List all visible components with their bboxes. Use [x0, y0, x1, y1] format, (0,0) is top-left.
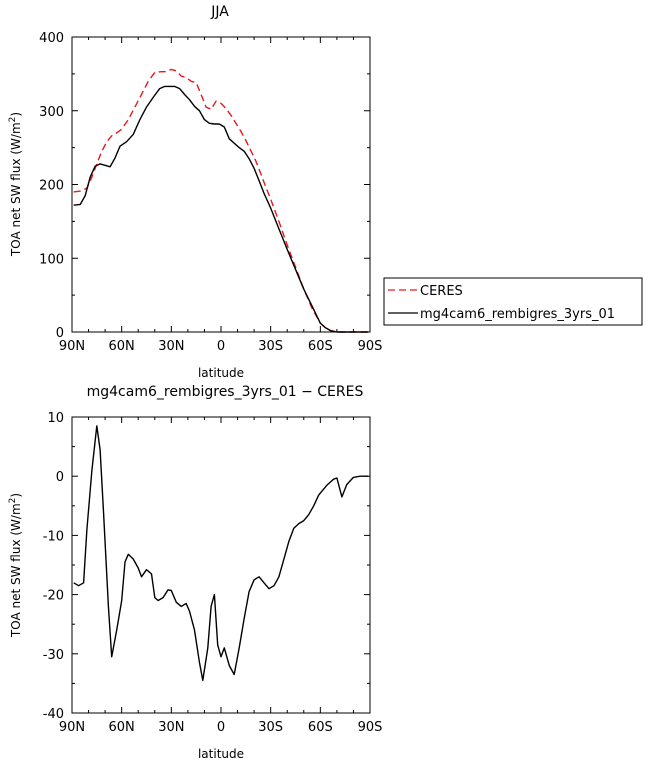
bottom-y-tick-label: 10 [47, 411, 64, 426]
bottom-series-lines [73, 425, 369, 682]
top-series-line-1 [73, 85, 369, 333]
top-panel-title: JJA [210, 4, 229, 20]
top-y-tick-label: 0 [56, 326, 64, 341]
bottom-y-tick-label: 0 [56, 470, 64, 485]
legend-box [383, 277, 643, 326]
top-x-axis-title: latitude [198, 366, 244, 380]
bottom-x-tick-label: 30N [158, 720, 184, 735]
bottom-plot-frame [71, 416, 371, 714]
bottom-y-axis-title: TOA net SW flux (W/m2) [8, 493, 23, 638]
top-x-tick-label: 30S [258, 339, 283, 354]
bottom-x-axis-title: latitude [198, 747, 244, 761]
bottom-panel: mg4cam6_rembigres_3yrs_01 − CERES 90N 60N… [8, 384, 382, 761]
top-y-axis-title: TOA net SW flux (W/m2) [8, 112, 23, 257]
legend-label-model: mg4cam6_rembigres_3yrs_01 [420, 307, 615, 322]
bottom-x-tick-label: 60S [308, 720, 333, 735]
top-y-tick-label: 300 [39, 105, 64, 120]
top-x-tick-label: 60S [308, 339, 333, 354]
bottom-x-tick-label: 0 [217, 720, 225, 735]
bottom-y-tick-label: -20 [43, 589, 64, 604]
bottom-x-tick-label: 90N [59, 720, 85, 735]
top-y-tick-label: 400 [39, 31, 64, 46]
bottom-x-tick-label: 30S [258, 720, 283, 735]
top-y-tick-label: 200 [39, 179, 64, 194]
bottom-y-tick-label: -40 [43, 707, 64, 722]
top-x-tick-label: 90S [358, 339, 383, 354]
bottom-x-tick-label: 60N [109, 720, 135, 735]
top-axis-ticks: 90N 60N 30N 0 30S 60S 90S 0 100 200 300 400 [39, 31, 382, 354]
top-x-tick-label: 0 [217, 339, 225, 354]
bottom-y-tick-label: -30 [43, 648, 64, 663]
bottom-x-tick-label: 90S [358, 720, 383, 735]
bottom-panel-title: mg4cam6_rembigres_3yrs_01 − CERES [87, 384, 364, 400]
legend-label-ceres: CERES [420, 284, 463, 299]
top-series-line-0 [73, 68, 369, 333]
bottom-axis-ticks: 90N 60N 30N 0 30S 60S 90S -40 -30 -20 -10 0 10 [43, 411, 383, 735]
top-x-tick-label: 60N [109, 339, 135, 354]
top-plot-frame [71, 36, 371, 333]
bottom-series-line-0 [73, 425, 369, 682]
top-panel: JJA 90N 60N 30N 0 30S 60S 90S 0 100 200 300 400 lat… [8, 4, 382, 380]
top-x-tick-label: 30N [158, 339, 184, 354]
legend: CERES mg4cam6_rembigres_3yrs_01 [383, 277, 643, 326]
bottom-y-tick-label: -10 [43, 529, 64, 544]
top-series-lines [73, 68, 369, 333]
top-x-tick-label: 90N [59, 339, 85, 354]
top-y-tick-label: 100 [39, 252, 64, 267]
